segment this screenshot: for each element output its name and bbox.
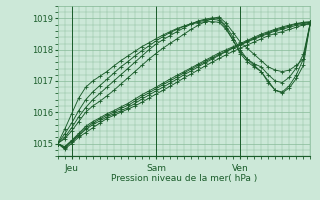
X-axis label: Pression niveau de la mer( hPa ): Pression niveau de la mer( hPa ): [111, 174, 257, 183]
